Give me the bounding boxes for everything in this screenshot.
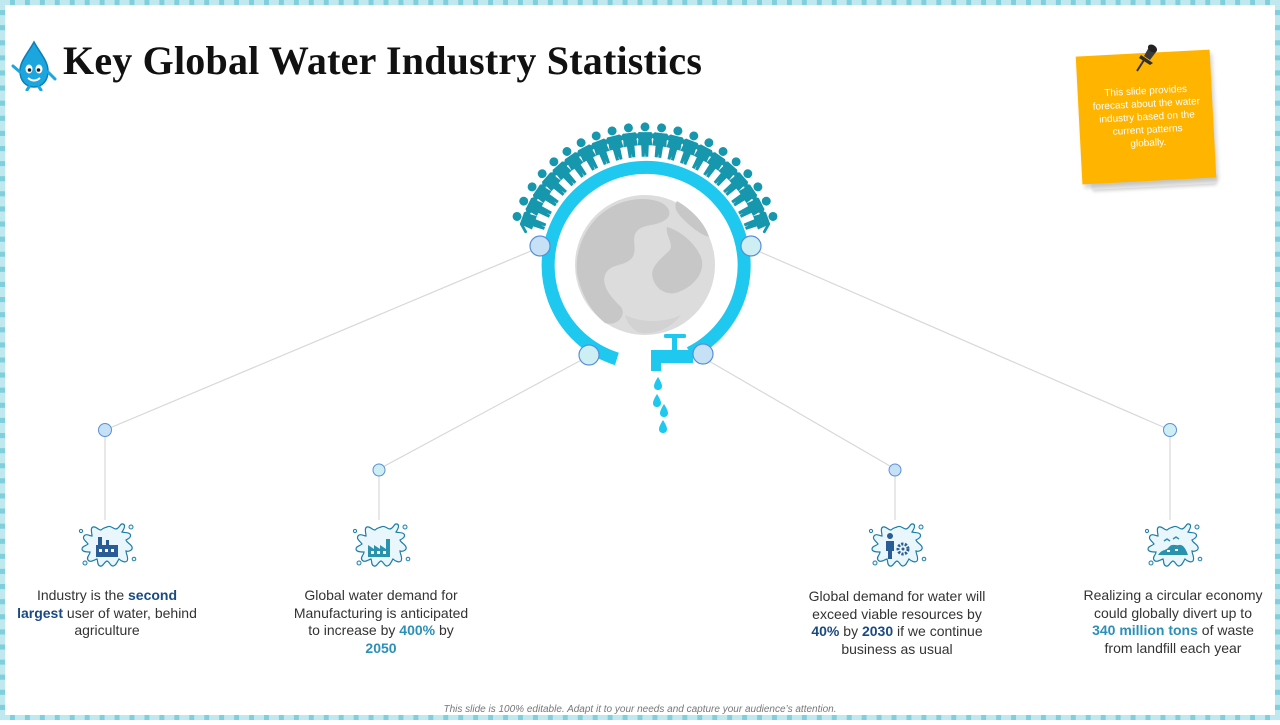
stat-text-part: Industry is the xyxy=(36,587,129,603)
end-nodes xyxy=(98,423,1177,477)
ring-nodes xyxy=(529,235,762,366)
sticky-note-text: This slide provides forecast about the w… xyxy=(1092,83,1201,150)
connector-lines xyxy=(104,247,1171,520)
stat-text-part: of waste from landfill each year xyxy=(1104,622,1254,656)
stat-text-part: 340 million tons xyxy=(1092,622,1198,638)
person-gear-splash-icon xyxy=(868,523,927,567)
water-statistics-graphic xyxy=(98,121,1177,520)
stat-text-part: Global demand for water will exceed viab… xyxy=(808,588,986,622)
stat-text-part: if we continue business as usual xyxy=(841,623,983,657)
stat-text-part: by xyxy=(435,622,454,638)
landfill-splash-icon xyxy=(1144,523,1203,567)
footer-note: This slide is 100% editable. Adapt it to… xyxy=(443,704,837,715)
stat-text-part: 40% xyxy=(811,623,840,639)
page-title: Key Global Water Industry Statistics xyxy=(63,38,703,83)
stat-industry-usage: Industry is the second largest user of w… xyxy=(17,587,197,640)
factory-splash-icon xyxy=(78,523,137,567)
water-tap-icon xyxy=(651,334,693,433)
stat-circular-economy: Realizing a circular economy could globa… xyxy=(1083,587,1263,657)
stat-text-part: 400% xyxy=(399,622,436,638)
stat-manufacturing-demand: Global water demand for Manufacturing is… xyxy=(291,587,471,657)
person-figure xyxy=(632,121,658,158)
stat-text-part: second largest xyxy=(17,587,178,621)
manufacturing-plant-splash-icon xyxy=(352,523,411,567)
stat-text-part: by xyxy=(839,623,862,639)
stat-text-part: Global water demand for Manufacturing is… xyxy=(293,587,469,638)
stat-global-demand: Global demand for water will exceed viab… xyxy=(807,588,987,658)
stat-text-part: user of water, behind agriculture xyxy=(63,604,197,639)
stat-text-part: 2030 xyxy=(861,623,894,639)
globe-icon xyxy=(575,195,715,335)
pushpin-icon xyxy=(1136,44,1158,72)
water-drop-mascot-icon xyxy=(11,40,57,91)
water-ring xyxy=(541,160,751,366)
stat-text-part: 2050 xyxy=(365,639,397,656)
stat-text-part: Realizing a circular economy could globa… xyxy=(1083,587,1263,621)
